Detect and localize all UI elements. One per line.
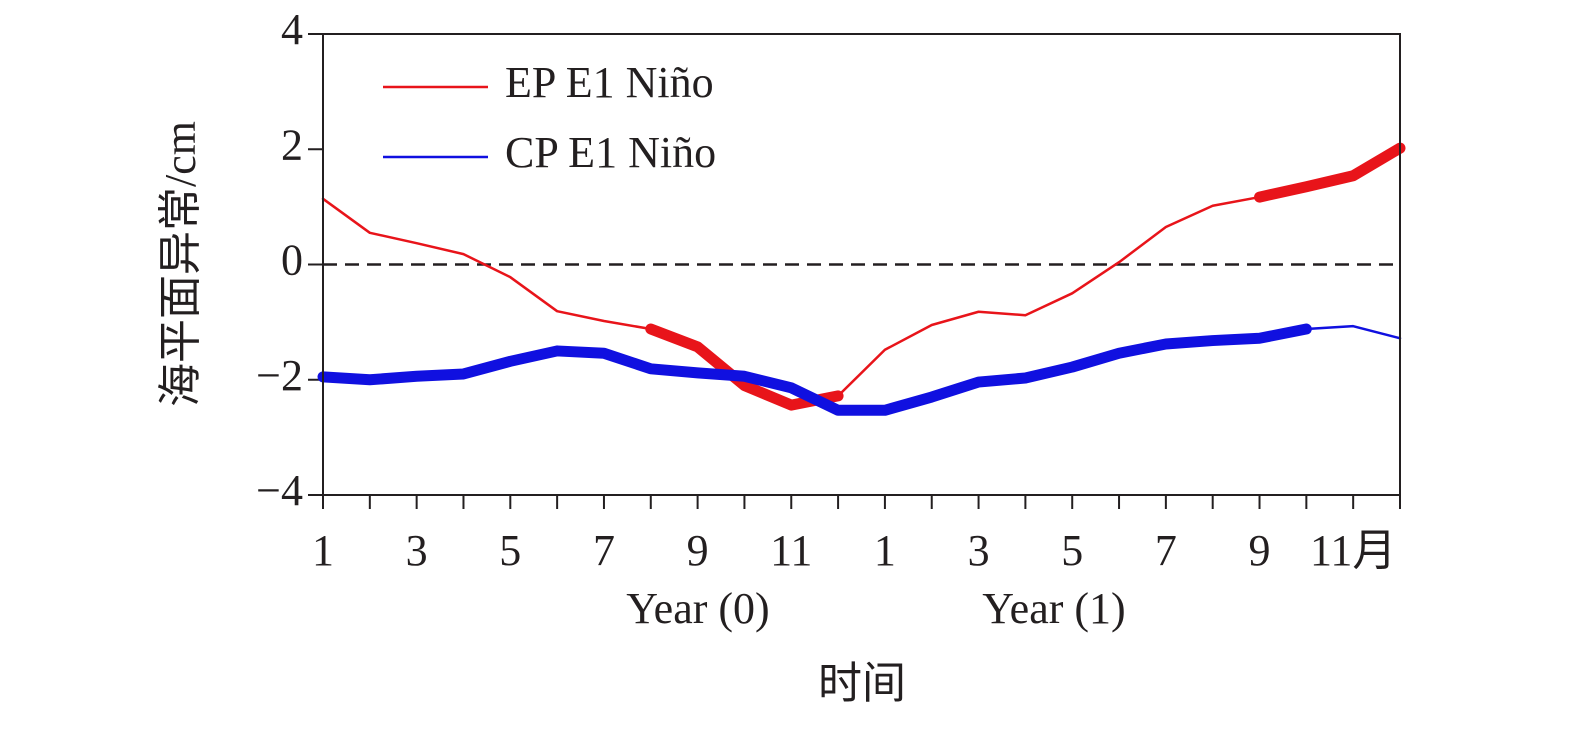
legend-label: EP E1 Niño <box>505 58 714 107</box>
x-group-label: Year (0) <box>626 584 769 633</box>
x-tick-label: 1 <box>874 526 896 575</box>
x-tick-label: 11月 <box>1310 526 1396 575</box>
x-tick-label: 3 <box>406 526 428 575</box>
x-tick-label: 9 <box>1249 526 1271 575</box>
x-axis-label: 时间 <box>818 659 906 708</box>
y-tick-label: −4 <box>256 466 303 515</box>
x-tick-label: 5 <box>1061 526 1083 575</box>
series-line-bold <box>1254 142 1406 203</box>
legend-label: CP E1 Niño <box>505 128 716 177</box>
series-line <box>321 146 1402 407</box>
series-line-bold <box>645 323 844 411</box>
x-tick-label: 3 <box>968 526 990 575</box>
y-axis-label: 海平面异常/cm <box>156 121 205 407</box>
y-tick-label: 2 <box>281 120 303 169</box>
x-tick-label: 7 <box>593 526 615 575</box>
x-tick-label: 11 <box>770 526 812 575</box>
x-tick-label: 9 <box>687 526 709 575</box>
series-line-bold <box>317 323 1312 416</box>
x-tick-label: 1 <box>312 526 334 575</box>
y-tick-label: −2 <box>256 351 303 400</box>
y-tick-label: 4 <box>281 5 303 54</box>
x-group-label: Year (1) <box>982 584 1125 633</box>
y-tick-label: 0 <box>281 236 303 285</box>
x-tick-label: 7 <box>1155 526 1177 575</box>
x-tick-label: 5 <box>499 526 521 575</box>
plot-frame <box>322 33 1401 496</box>
